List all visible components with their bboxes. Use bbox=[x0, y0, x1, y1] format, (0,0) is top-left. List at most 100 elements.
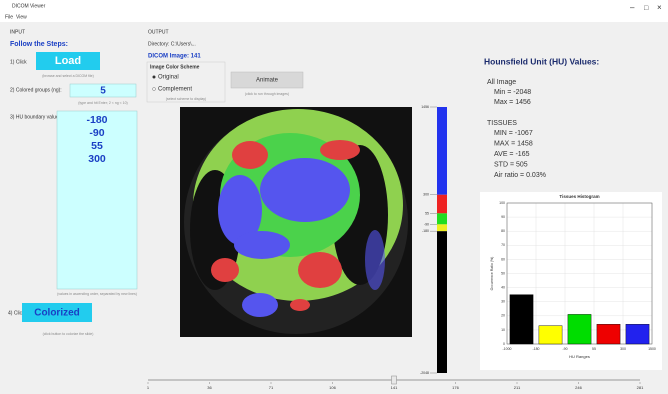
slider-tick-label: 36 bbox=[207, 385, 212, 390]
button-label[interactable]: Colorized bbox=[34, 308, 80, 319]
y-tick-label: 30 bbox=[501, 300, 505, 304]
bar bbox=[538, 325, 563, 345]
radio-selected[interactable] bbox=[152, 75, 156, 79]
hu-section: TISSUES bbox=[487, 120, 517, 127]
menu-item[interactable]: File bbox=[5, 14, 13, 20]
slider-tick-label: 176 bbox=[452, 385, 459, 390]
bar bbox=[625, 324, 650, 345]
colorbar-tick-label: -90 bbox=[424, 222, 429, 226]
x-axis-label: HU Ranges bbox=[569, 354, 590, 359]
colorbar-segment bbox=[437, 194, 447, 214]
hu-line: STD = 505 bbox=[494, 161, 528, 168]
ng-input[interactable] bbox=[69, 83, 137, 98]
x-tick-label: 55 bbox=[592, 347, 596, 351]
dicom-image-view bbox=[180, 107, 412, 337]
slider-tick-label: 211 bbox=[514, 385, 521, 390]
hu-boundary[interactable]: -180 bbox=[86, 114, 107, 126]
chart-title: Tissues Histogram bbox=[559, 194, 599, 199]
menu-bar bbox=[0, 12, 668, 22]
y-tick-label: 80 bbox=[501, 229, 505, 233]
colorbar-tick-label: 1456 bbox=[421, 105, 429, 109]
button-label[interactable]: Load bbox=[55, 55, 81, 67]
hu-boundary[interactable]: 300 bbox=[88, 153, 106, 165]
y-tick-label: 70 bbox=[501, 243, 505, 247]
x-tick-label: -90 bbox=[562, 347, 567, 351]
colorbar-segment bbox=[437, 224, 447, 232]
hint: (browse and select a DICOM file) bbox=[42, 74, 94, 78]
menu-item[interactable]: View bbox=[16, 14, 27, 20]
hu-boundary[interactable]: 55 bbox=[91, 140, 103, 152]
x-tick-label: -180 bbox=[532, 347, 539, 351]
colorbar-segment bbox=[437, 107, 447, 195]
directory: Directory: C:\Users\... bbox=[148, 41, 196, 47]
panel-header: OUTPUT bbox=[148, 29, 169, 35]
y-tick-label: 100 bbox=[499, 201, 505, 205]
colorbar-tick-label: -2048 bbox=[420, 371, 429, 375]
input-value[interactable]: 5 bbox=[100, 86, 106, 97]
load-button[interactable] bbox=[36, 52, 100, 70]
radio-label[interactable]: Complement bbox=[158, 87, 192, 93]
bar bbox=[567, 314, 592, 345]
hint: (select scheme to display) bbox=[166, 97, 206, 101]
y-tick-label: 90 bbox=[501, 215, 505, 219]
bar bbox=[596, 324, 621, 345]
hint: (type and hit Enter; 2 < ng < 10) bbox=[78, 101, 127, 105]
y-tick-label: 20 bbox=[501, 314, 505, 318]
y-tick-label: 0 bbox=[503, 342, 505, 346]
slider-thumb[interactable] bbox=[391, 375, 397, 385]
colorbar-segment bbox=[437, 231, 447, 373]
hu-title: Hounsfield Unit (HU) Values: bbox=[484, 56, 599, 66]
colorize-button[interactable] bbox=[22, 303, 92, 322]
histogram: Tissues Histogram HU Ranges Occurrence Rat… bbox=[490, 194, 656, 359]
radio-label[interactable]: Original bbox=[158, 75, 179, 81]
slider-tick-label: 141 bbox=[391, 385, 398, 390]
slider-tick-label: 106 bbox=[329, 385, 336, 390]
minimize[interactable]: – bbox=[630, 3, 635, 12]
radio[interactable] bbox=[152, 87, 156, 91]
slider-tick-label: 71 bbox=[269, 385, 274, 390]
hu-textarea[interactable] bbox=[56, 110, 138, 290]
hu-section: All Image bbox=[487, 79, 516, 86]
colorbar-tick-label: 55 bbox=[425, 211, 429, 215]
step-label: 2) Colored groups (ng): bbox=[10, 87, 62, 93]
step-label: 3) HU boundary values: bbox=[10, 114, 63, 120]
button-label[interactable]: Animate bbox=[256, 78, 279, 84]
scheme-group bbox=[146, 61, 226, 103]
colorbar: 1456 300 55 -90 -180 -2048 bbox=[420, 105, 447, 375]
x-tick-label: -1000 bbox=[503, 347, 512, 351]
slider-tick-label: 246 bbox=[575, 385, 582, 390]
hu-lines: Min = -2048 Max = 1456 MIN = -1067 MAX = 14… bbox=[494, 89, 546, 179]
animate-button[interactable] bbox=[230, 71, 304, 89]
colorbar-segment bbox=[437, 213, 447, 225]
y-axis-label: Occurrence Ratio (%) bbox=[490, 257, 494, 291]
image-slider[interactable]: 1 36 71 106 141 176 211 246 281 bbox=[147, 375, 644, 390]
maximize[interactable]: □ bbox=[644, 5, 649, 12]
x-tick-label: 1500 bbox=[648, 347, 656, 351]
hu-boundary[interactable]: -90 bbox=[89, 127, 104, 139]
window-title: DICOM Viewer bbox=[12, 3, 46, 9]
steps-title: Follow the Steps: bbox=[10, 41, 68, 48]
hu-line: MAX = 1458 bbox=[494, 140, 533, 147]
slider-tick-label: 1 bbox=[147, 385, 150, 390]
hint: (click button to colorize the slide) bbox=[43, 332, 94, 336]
hu-line: Max = 1456 bbox=[494, 99, 531, 106]
hu-line: Air ratio = 0.03% bbox=[494, 172, 546, 179]
hint: (values in ascending order, separated by… bbox=[57, 292, 137, 296]
y-tick-label: 50 bbox=[501, 271, 505, 275]
y-tick-label: 40 bbox=[501, 286, 505, 290]
dicom-image: DICOM Image: 141 bbox=[148, 54, 201, 60]
step-label: 1) Click bbox=[10, 59, 27, 65]
bar bbox=[509, 294, 534, 345]
scheme-title: Image Color Scheme bbox=[150, 64, 200, 70]
hu-line: Min = -2048 bbox=[494, 89, 531, 96]
hu-line: AVE = -165 bbox=[494, 151, 530, 158]
hint: (click to run through images) bbox=[245, 92, 289, 96]
colorbar-tick-label: -180 bbox=[422, 229, 429, 233]
x-tick-label: 300 bbox=[620, 347, 626, 351]
close[interactable]: × bbox=[657, 3, 662, 12]
hu-line: MIN = -1067 bbox=[494, 130, 533, 137]
panel-header: INPUT bbox=[10, 29, 25, 35]
title-bar bbox=[0, 0, 668, 12]
